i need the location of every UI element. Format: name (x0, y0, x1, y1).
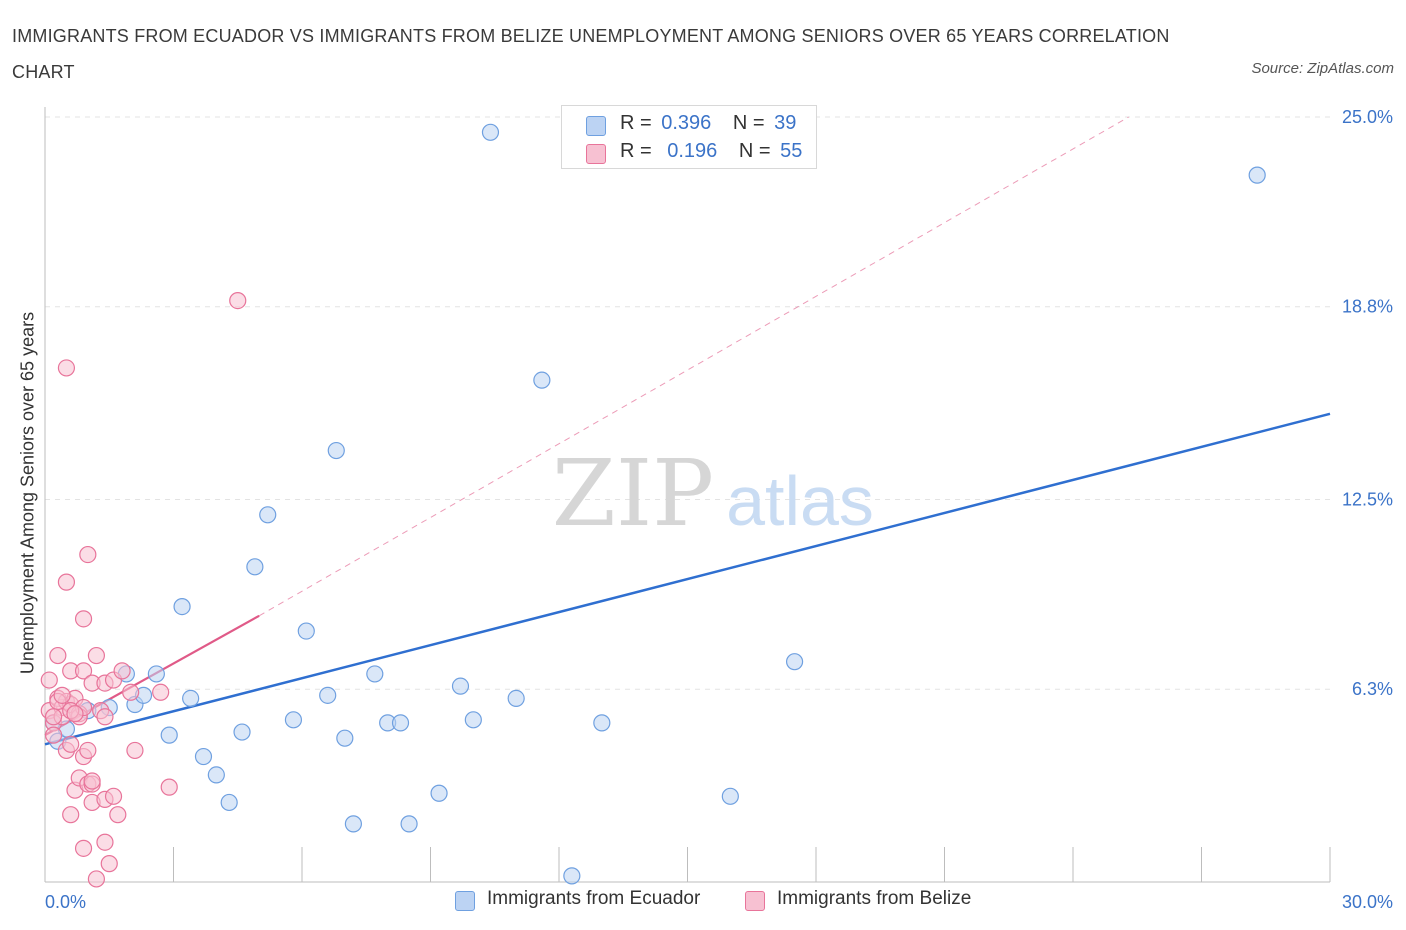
legend-r-label: R = (620, 112, 652, 134)
belize-point (87, 870, 106, 888)
ecuador-point (259, 506, 277, 524)
belize-point (96, 833, 114, 851)
belize-point (126, 741, 144, 760)
belize-point (74, 839, 93, 857)
belize-point (160, 778, 178, 796)
axes (44, 107, 1331, 883)
belize-point (79, 741, 97, 760)
belize-point (40, 671, 58, 689)
legend-swatch-ecuador (586, 116, 606, 136)
legend-n-value-ecuador: 39 (774, 112, 797, 134)
ecuador-point (284, 711, 303, 729)
belize-point (44, 708, 63, 726)
ecuador-point (721, 787, 739, 805)
ecuador-point (233, 723, 251, 741)
belize-point (83, 772, 101, 790)
ecuador-point (327, 441, 345, 460)
ecuador-point (182, 689, 200, 708)
belize-point (104, 787, 123, 805)
ecuador-point (785, 653, 804, 671)
legend-r-value-belize: 0.196 (667, 140, 718, 162)
watermark-atlas: atlas (726, 462, 874, 540)
ecuador-point (246, 558, 264, 576)
belize-point (100, 855, 118, 873)
belize-point (62, 735, 80, 753)
ecuador-point (507, 689, 525, 708)
y-tick-label: 25.0% (1342, 107, 1393, 127)
legend-r-label: R = (620, 140, 652, 162)
ecuador-point (173, 597, 191, 616)
legend-n-label: N = (738, 140, 771, 162)
watermark-zip: ZIP (552, 440, 714, 547)
y-tick-label: 6.3% (1352, 679, 1393, 699)
ecuador-point (1248, 166, 1266, 184)
ecuador-point (147, 665, 165, 683)
chart-title: IMMIGRANTS FROM ECUADOR VS IMMIGRANTS FR… (12, 26, 1170, 82)
ecuador-point (451, 677, 470, 695)
legend: R = 0.396 N = 39 R = 0.196 N = 55 (561, 105, 817, 169)
belize-point (113, 662, 131, 680)
belize-point (79, 545, 97, 564)
y-tick-label: 12.5% (1342, 490, 1393, 510)
ecuador-point (533, 371, 551, 389)
ecuador-point (593, 714, 611, 732)
belize-point (62, 806, 80, 824)
belize-trend-extension (258, 116, 1129, 617)
belize-point (57, 359, 76, 377)
bottom-legend-swatch-ecuador (455, 891, 475, 911)
ecuador-point (297, 622, 315, 640)
tick-labels: 6.3% 12.5% 18.8% 25.0% 0.0% 30.0% (45, 107, 1393, 912)
ecuador-point (563, 867, 581, 885)
ecuador-point (430, 784, 448, 802)
ecuador-point (344, 815, 362, 833)
belize-point (66, 705, 84, 723)
ecuador-point (336, 729, 354, 747)
legend-n-value-belize: 55 (780, 140, 803, 162)
legend-n-label: N = (732, 112, 765, 134)
belize-point (109, 806, 127, 824)
data-points (40, 123, 1266, 888)
bottom-legend-label-belize: Immigrants from Belize (777, 888, 972, 909)
ecuador-trend-line (44, 412, 1331, 746)
bottom-legend-swatch-belize (745, 891, 765, 911)
belize-point (53, 686, 71, 704)
belize-point (49, 646, 67, 665)
belize-point (229, 292, 247, 310)
x-tick-label: 30.0% (1342, 892, 1393, 912)
belize-point (152, 683, 170, 701)
legend-r-value-ecuador: 0.396 (661, 112, 712, 134)
y-axis-label: Unemployment Among Seniors over 65 years (17, 311, 38, 675)
belize-point (122, 683, 140, 701)
source-label: Source: ZipAtlas.com (1251, 60, 1394, 77)
grid-lines (45, 116, 1330, 690)
watermark: ZIP atlas (552, 440, 874, 547)
belize-point (96, 708, 114, 726)
x-tick-label: 0.0% (45, 892, 86, 912)
ecuador-point (160, 726, 178, 744)
ecuador-point (464, 711, 482, 729)
belize-point (74, 610, 93, 628)
ecuador-point (391, 714, 410, 732)
ecuador-point (207, 766, 225, 784)
ecuador-point (194, 747, 213, 766)
belize-point (44, 726, 63, 744)
ecuador-point (366, 665, 384, 683)
ecuador-point (220, 793, 238, 812)
trend-lines (44, 116, 1331, 746)
bottom-legend-label-ecuador: Immigrants from Ecuador (487, 888, 701, 909)
belize-point (57, 573, 76, 591)
legend-swatch-belize (586, 144, 606, 164)
ecuador-point (400, 815, 418, 833)
belize-point (74, 662, 93, 680)
ecuador-point (319, 686, 337, 704)
belize-point (87, 646, 106, 665)
ecuador-point (481, 123, 500, 141)
y-tick-label: 18.8% (1342, 297, 1393, 317)
